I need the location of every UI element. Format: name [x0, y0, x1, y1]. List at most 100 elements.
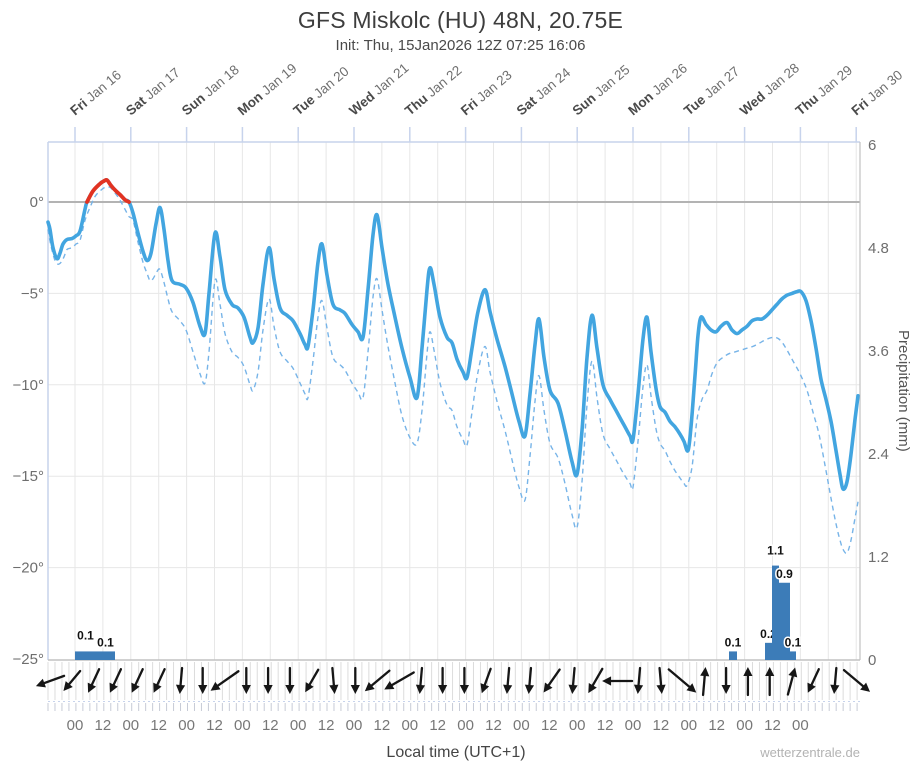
precip-bar [765, 642, 772, 660]
hour-label: 00 [680, 717, 697, 734]
day-label: Fri Jan 23 [458, 67, 515, 118]
wind-arrow [175, 666, 186, 694]
left-tick-label: −10° [13, 377, 44, 394]
day-label: Fri Jan 30 [848, 67, 905, 118]
wind-arrow [568, 666, 578, 694]
hour-label: 12 [374, 717, 391, 734]
wind-arrow [503, 666, 513, 694]
hour-label: 12 [708, 717, 725, 734]
hour-label: 12 [485, 717, 502, 734]
hour-label: 00 [457, 717, 474, 734]
temperature-curves [46, 177, 860, 555]
hour-label: 00 [178, 717, 195, 734]
wind-arrow [543, 668, 561, 693]
hour-label: 12 [764, 717, 781, 734]
wind-arrow [602, 676, 634, 686]
hour-label: 12 [150, 717, 167, 734]
wind-arrow [765, 667, 775, 697]
wind-arrow [329, 666, 339, 694]
wind-arrow [364, 669, 391, 692]
hour-label: 12 [262, 717, 279, 734]
wind-arrow [153, 668, 166, 693]
wind-arrow [830, 666, 840, 694]
precip-value-label: 0.1 [77, 628, 94, 642]
day-label: Mon Jan 26 [625, 60, 690, 118]
precip-value-label: 0.1 [97, 635, 114, 649]
plot-border [47, 141, 861, 661]
day-label: Sat Jan 17 [123, 65, 183, 118]
hour-label: 00 [625, 717, 642, 734]
wind-arrow [700, 667, 710, 697]
hour-label: 00 [234, 717, 251, 734]
wind-arrow [842, 668, 871, 692]
hour-label: 00 [290, 717, 307, 734]
wind-arrow [131, 668, 144, 693]
wind-arrow [438, 666, 448, 694]
hour-label: 00 [346, 717, 363, 734]
chart-title: GFS Miskolc (HU) 48N, 20.75E [297, 7, 624, 33]
day-label: Wed Jan 28 [737, 60, 802, 118]
left-tick-label: −20° [13, 560, 44, 577]
wind-arrow [807, 668, 820, 693]
precip-value-label: 0.9 [776, 567, 793, 581]
wind-arrow [459, 666, 469, 694]
left-axis-ticks: 0° −5° −10° −15° −20° −25° [13, 194, 44, 668]
precipitation-bars: 0.1 0.1 0.10.21.10.90.1 [75, 542, 803, 660]
right-tick-label: 6 [868, 137, 876, 154]
wind-arrow [656, 666, 666, 694]
hour-label: 12 [653, 717, 670, 734]
precip-bar [779, 582, 790, 660]
chart-subtitle: Init: Thu, 15Jan2026 12Z 07:25 16:06 [335, 37, 586, 54]
wind-arrow [524, 666, 535, 694]
precip-bar [729, 651, 737, 660]
left-tick-label: −5° [21, 285, 44, 302]
day-label: Thu Jan 29 [793, 62, 856, 118]
left-tick-label: −15° [13, 468, 44, 485]
day-label: Sun Jan 25 [569, 62, 632, 118]
wind-arrow [263, 666, 273, 694]
hour-label: 00 [792, 717, 809, 734]
hour-label: 00 [569, 717, 586, 734]
hour-label: 00 [122, 717, 139, 734]
hour-label: 00 [67, 717, 84, 734]
day-label: Sat Jan 24 [514, 65, 574, 119]
temperature-dashed-line [47, 186, 859, 555]
wind-arrow [305, 668, 320, 693]
wind-arrow [743, 667, 753, 697]
wind-arrow [667, 668, 697, 693]
precip-bar [96, 651, 115, 660]
hour-label: 12 [597, 717, 614, 734]
day-label: Tue Jan 20 [290, 64, 351, 119]
hour-label: 12 [429, 717, 446, 734]
right-tick-label: 4.8 [868, 240, 889, 257]
day-label: Wed Jan 21 [346, 60, 411, 118]
time-tick-combs [47, 662, 860, 711]
wind-arrow [109, 668, 123, 693]
x-axis-title: Local time (UTC+1) [386, 744, 526, 761]
watermark: wetterzentrale.de [760, 745, 860, 760]
wind-arrows [35, 666, 871, 697]
day-label: Mon Jan 19 [235, 60, 300, 118]
right-tick-label: 3.6 [868, 343, 889, 360]
precip-value-label: 1.1 [767, 544, 784, 558]
precip-bar [772, 565, 779, 660]
day-label: Fri Jan 16 [67, 67, 124, 118]
wind-arrow [350, 666, 360, 694]
wind-arrow [588, 667, 604, 694]
wind-arrow [87, 668, 101, 693]
wind-arrow [384, 671, 415, 690]
precip-bar [790, 651, 796, 660]
left-tick-label: 0° [30, 194, 44, 211]
wind-arrow [415, 666, 426, 694]
right-axis-ticks: 6 4.8 3.6 2.4 1.2 0 [868, 137, 889, 669]
day-label: Sun Jan 18 [179, 62, 242, 118]
right-axis-title: Precipitation (mm) [895, 330, 912, 452]
day-label: Thu Jan 22 [402, 62, 465, 118]
wind-arrow [633, 666, 644, 694]
wind-arrow [721, 666, 731, 694]
right-tick-label: 0 [868, 652, 876, 669]
wind-arrow [241, 666, 251, 694]
